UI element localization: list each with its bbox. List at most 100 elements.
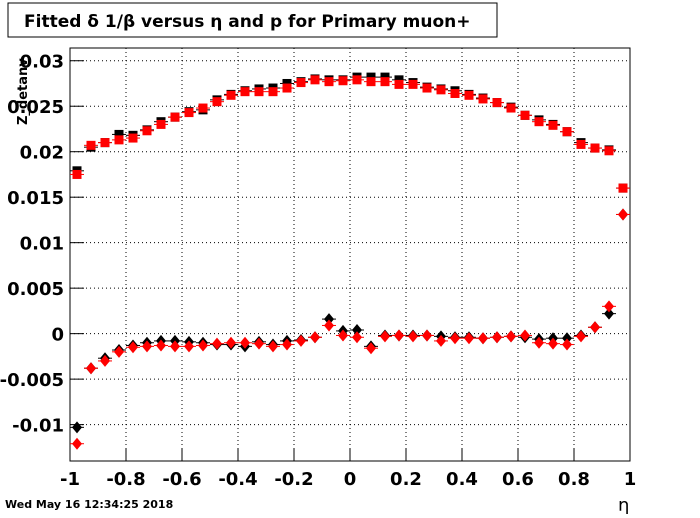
marker (450, 332, 460, 345)
y-tick-label: 0.03 (20, 52, 64, 73)
y-tick-label: -0.005 (0, 370, 64, 391)
marker (380, 77, 390, 87)
y-tick-label: 0.005 (7, 279, 64, 300)
x-tick-label: 0 (344, 469, 357, 490)
marker (338, 329, 348, 342)
marker (478, 332, 488, 345)
marker (352, 75, 362, 85)
marker (240, 336, 250, 349)
timestamp: Wed May 16 12:34:25 2018 (5, 498, 173, 511)
marker (296, 334, 306, 347)
marker (198, 103, 208, 113)
marker (324, 313, 334, 326)
marker (184, 108, 194, 118)
marker (114, 135, 124, 145)
x-tick-label: -0.8 (106, 469, 145, 490)
marker (618, 208, 628, 221)
marker (114, 129, 124, 139)
marker (562, 127, 572, 137)
marker (226, 90, 236, 100)
marker (282, 338, 292, 351)
marker (492, 331, 502, 344)
marker (324, 77, 334, 87)
marker (562, 332, 572, 345)
marker (170, 112, 180, 122)
y-tick-label: 0 (51, 325, 64, 346)
x-tick-label: -0.6 (162, 469, 201, 490)
y-tick-label: 0.01 (20, 234, 64, 255)
marker (156, 119, 166, 129)
marker (86, 140, 96, 150)
marker (590, 143, 600, 153)
marker (128, 341, 138, 354)
marker (506, 103, 516, 113)
y-tick-label: 0.02 (20, 143, 64, 164)
marker (170, 340, 180, 353)
marker (394, 75, 404, 85)
x-tick-label: 0.4 (446, 469, 478, 490)
marker (422, 83, 432, 93)
y-tick-label: -0.01 (12, 416, 64, 437)
marker (534, 117, 544, 127)
chart-title: Fitted δ 1/β versus η and p for Primary … (24, 12, 471, 32)
marker (478, 94, 488, 104)
marker (366, 72, 376, 82)
marker (324, 319, 334, 332)
marker (156, 339, 166, 352)
marker (128, 133, 138, 143)
marker (604, 300, 614, 313)
marker (548, 120, 558, 130)
marker (604, 307, 614, 320)
marker (310, 75, 320, 85)
marker (590, 321, 600, 334)
marker (268, 87, 278, 97)
marker (114, 345, 124, 358)
x-tick-label: 0.2 (390, 469, 422, 490)
marker (394, 79, 404, 89)
marker (198, 339, 208, 352)
y-tick-label: 0.025 (7, 97, 64, 118)
plot-frame (69, 47, 631, 462)
marker (450, 88, 460, 98)
marker (562, 338, 572, 351)
marker (268, 340, 278, 353)
marker (212, 337, 222, 350)
marker (352, 324, 362, 337)
marker (520, 329, 530, 342)
marker (492, 98, 502, 108)
marker (212, 97, 222, 107)
marker (296, 78, 306, 88)
x-tick-label: 0.6 (502, 469, 534, 490)
marker (380, 330, 390, 343)
marker (408, 330, 418, 343)
x-axis-label: η (618, 495, 629, 514)
marker (408, 79, 418, 89)
marker (72, 437, 82, 450)
marker (394, 329, 404, 342)
marker (520, 110, 530, 120)
y-axis-label: Z_detanv (16, 58, 31, 125)
marker (534, 336, 544, 349)
marker (576, 330, 586, 343)
marker (422, 329, 432, 342)
marker (464, 90, 474, 100)
marker (254, 87, 264, 97)
marker (240, 87, 250, 97)
title-box (7, 2, 498, 38)
marker (254, 337, 264, 350)
x-tick-label: 1 (624, 469, 637, 490)
x-tick-label: -0.4 (218, 469, 257, 490)
marker (366, 342, 376, 355)
marker (506, 330, 516, 343)
marker (604, 146, 614, 156)
x-tick-label: 0.8 (558, 469, 590, 490)
marker (366, 77, 376, 87)
marker (618, 183, 628, 193)
marker (72, 421, 82, 434)
marker (100, 138, 110, 148)
marker (142, 340, 152, 353)
marker (464, 332, 474, 345)
marker (436, 334, 446, 347)
marker (282, 83, 292, 93)
